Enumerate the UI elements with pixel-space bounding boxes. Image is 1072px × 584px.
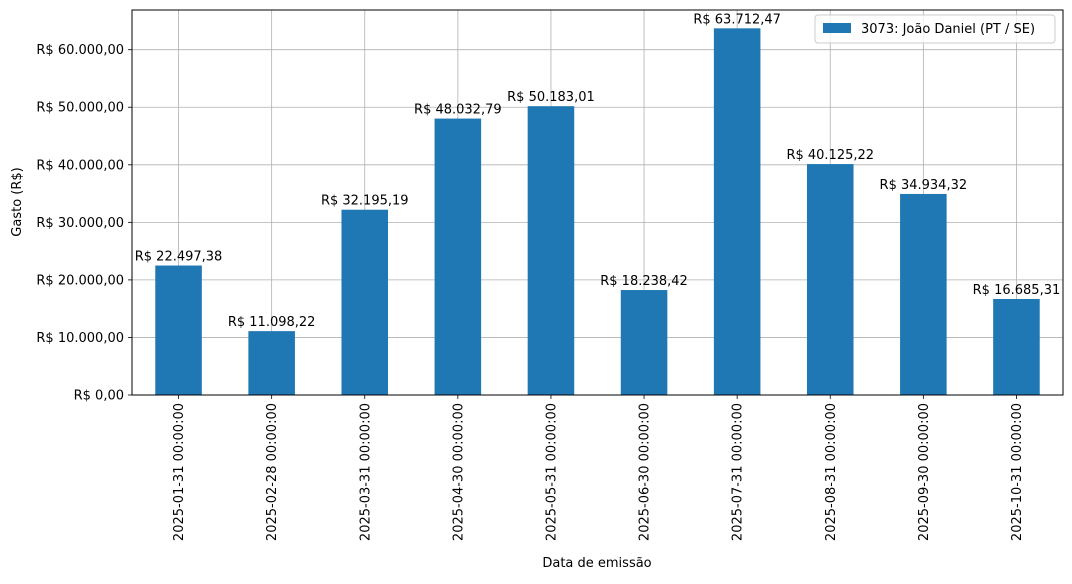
plot-frame: [131, 9, 1064, 396]
bar: [900, 193, 947, 395]
y-tick-label: R$ 40.000,00: [36, 158, 124, 173]
x-tick-label: 2025-10-31 00:00:00: [1010, 403, 1025, 541]
x-tick-label: 2025-01-31 00:00:00: [172, 403, 187, 541]
x-tick-label: 2025-05-31 00:00:00: [544, 403, 559, 541]
y-tick-label: R$ 0,00: [74, 389, 124, 404]
bar: [155, 265, 202, 395]
plot-border: [131, 9, 1064, 396]
bar-value-label: R$ 34.934,32: [880, 178, 968, 193]
y-axis-label: Gasto (R$): [10, 167, 25, 236]
data-labels: R$ 22.497,38 R$ 11.098,22 R$ 32.195,19 R$ 4…: [135, 12, 1061, 330]
bar-value-label: R$ 40.125,22: [786, 148, 874, 163]
x-tick-label: 2025-09-30 00:00:00: [917, 403, 932, 541]
x-tick-label: 2025-02-28 00:00:00: [265, 403, 280, 541]
bar: [620, 290, 668, 395]
legend: 3073: João Daniel (PT / SE): [814, 14, 1056, 44]
bar: [434, 118, 482, 395]
legend-swatch: [823, 23, 851, 33]
y-tick-label: R$ 50.000,00: [36, 101, 124, 116]
bar-value-label: R$ 63.712,47: [693, 12, 781, 27]
x-axis-label: Data de emissão: [542, 556, 651, 571]
bars: [155, 28, 1040, 396]
bar-value-label: R$ 11.098,22: [228, 315, 316, 330]
bar-value-label: R$ 50.183,01: [507, 90, 595, 105]
legend-label: 3073: João Daniel (PT / SE): [861, 22, 1035, 37]
x-tick-label: 2025-03-31 00:00:00: [358, 403, 373, 541]
y-tick-label: R$ 60.000,00: [36, 43, 124, 58]
bar-value-label: R$ 16.685,31: [973, 283, 1061, 298]
y-tick-label: R$ 20.000,00: [36, 273, 124, 288]
bar-value-label: R$ 48.032,79: [414, 103, 502, 118]
bar-value-label: R$ 18.238,42: [600, 274, 688, 289]
x-axis: 2025-01-31 00:00:00 2025-02-28 00:00:00 20…: [172, 395, 1025, 541]
x-tick-label: 2025-04-30 00:00:00: [451, 403, 466, 541]
x-tick-label: 2025-07-31 00:00:00: [731, 403, 746, 541]
legend-box: [814, 14, 1056, 44]
y-tick-label: R$ 30.000,00: [36, 216, 124, 231]
bar: [993, 298, 1040, 395]
bar: [248, 331, 295, 395]
x-tick-label: 2025-08-31 00:00:00: [824, 403, 839, 541]
bar-value-label: R$ 22.497,38: [135, 250, 223, 265]
y-tick-label: R$ 10.000,00: [36, 331, 124, 346]
bar: [806, 164, 854, 395]
x-tick-label: 2025-06-30 00:00:00: [638, 403, 653, 541]
bar: [341, 209, 389, 395]
bar: [527, 106, 575, 396]
bar-value-label: R$ 32.195,19: [321, 194, 409, 209]
bar: [713, 28, 761, 395]
y-axis: R$ 0,00 R$ 10.000,00 R$ 20.000,00 R$ 30.000…: [36, 43, 132, 404]
